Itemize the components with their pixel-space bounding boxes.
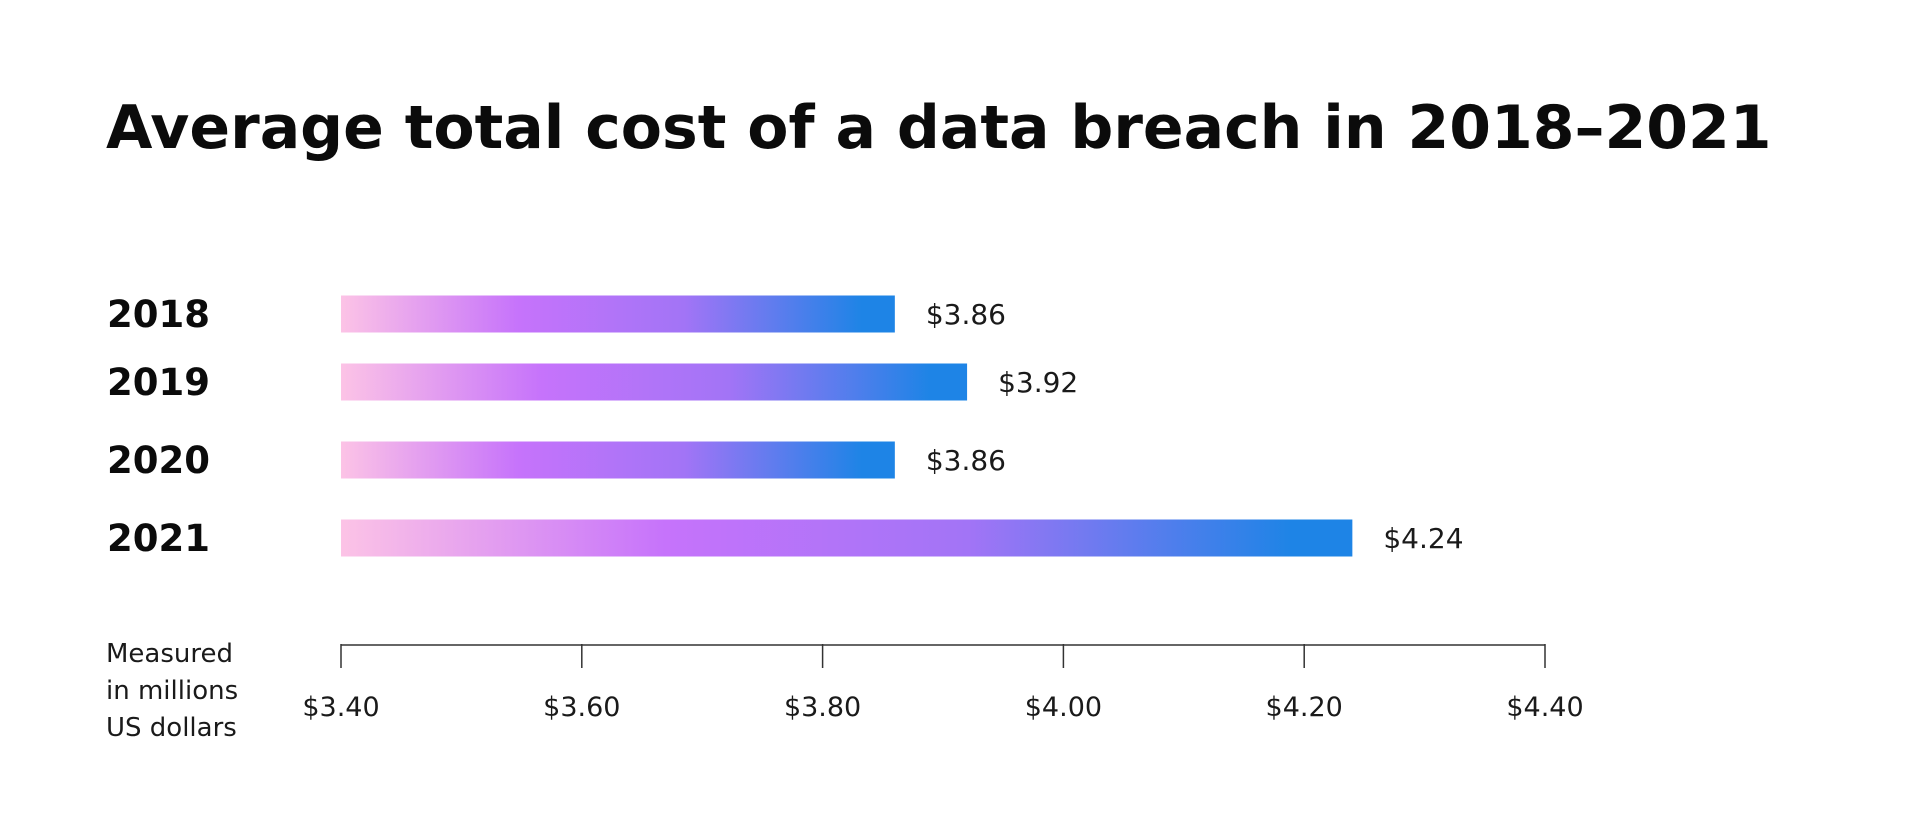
category-label: 2021 — [107, 517, 210, 560]
value-label: $3.86 — [926, 298, 1006, 331]
x-tick-label: $4.00 — [1025, 692, 1102, 723]
category-label: 2019 — [107, 361, 210, 404]
chart-title: Average total cost of a data breach in 2… — [106, 93, 1772, 163]
bar — [341, 363, 968, 401]
value-label: $4.24 — [1383, 522, 1463, 555]
x-tick-label: $3.40 — [302, 692, 379, 723]
x-axis: $3.40 $3.60 $3.80 $4.00 $4.20 $4.40 — [302, 644, 1584, 723]
axis-unit-line-3: US dollars — [106, 713, 237, 743]
x-tick-label: $3.80 — [784, 692, 861, 723]
bar — [341, 441, 895, 479]
bar — [341, 519, 1353, 557]
x-tick-label: $4.40 — [1506, 692, 1583, 723]
bars-layer: 2018 $3.86 2019 $3.92 2020 $3.86 2021 $4.24 — [107, 293, 1464, 560]
axis-unit-label: Measured in millions US dollars — [106, 636, 238, 747]
axis-unit-line-1: Measured — [106, 639, 234, 669]
category-label: 2020 — [107, 439, 210, 482]
x-tick-label: $3.60 — [543, 692, 620, 723]
axis-unit-line-2: in millions — [106, 676, 239, 706]
category-label: 2018 — [107, 293, 210, 336]
x-tick-label: $4.20 — [1266, 692, 1343, 723]
bar — [341, 295, 895, 333]
value-label: $3.86 — [926, 444, 1006, 477]
value-label: $3.92 — [998, 366, 1078, 399]
